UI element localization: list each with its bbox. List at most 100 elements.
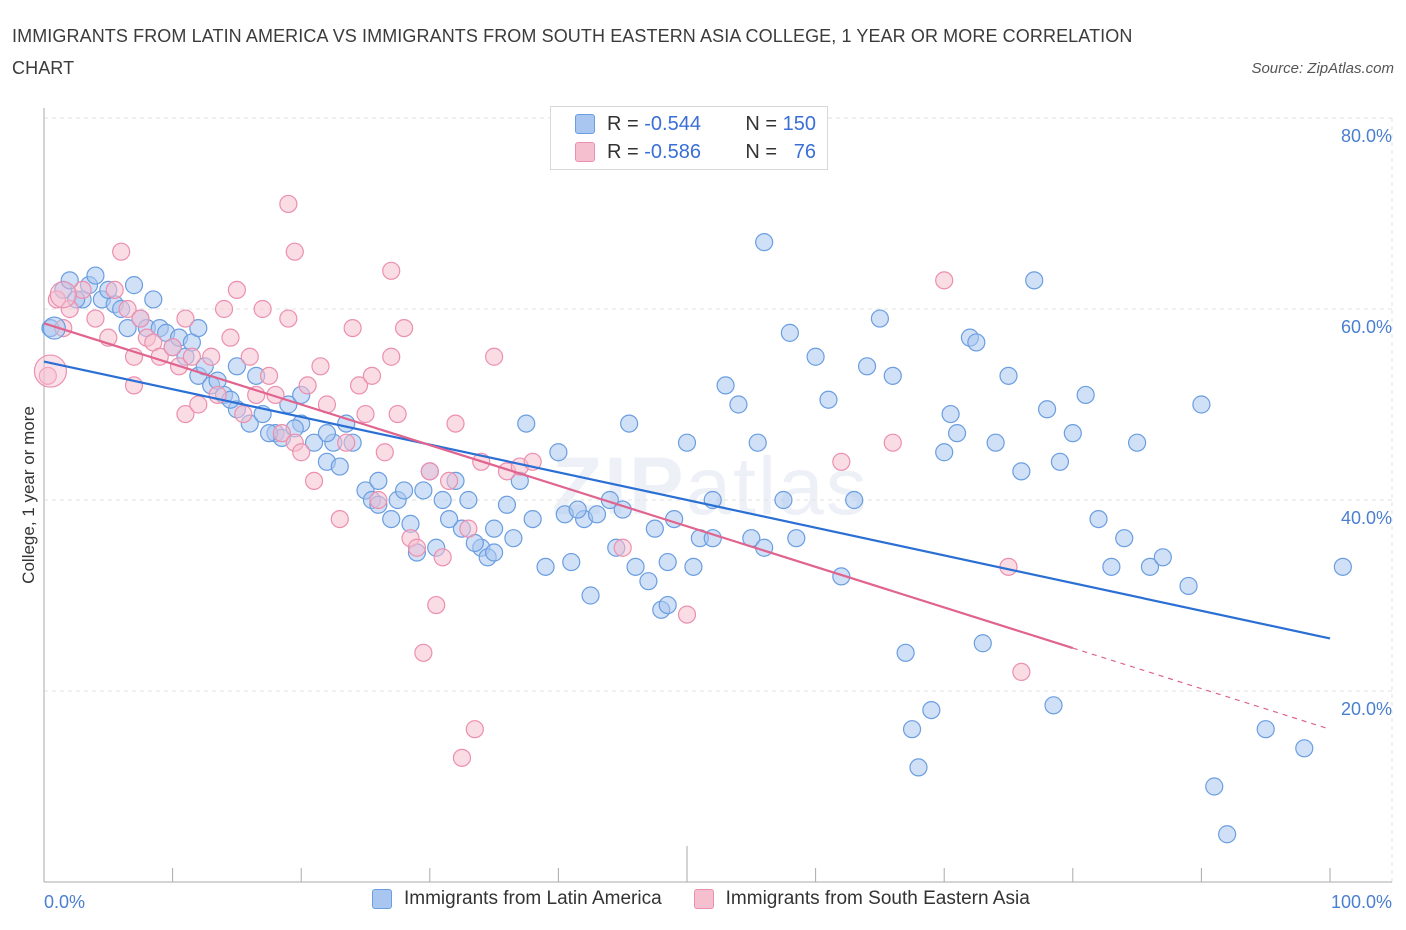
legend-row-latin-america: R = -0.544 N = 150 (575, 112, 816, 136)
trend-line-se-asia-extrapolated (1072, 647, 1331, 730)
data-point (1063, 424, 1082, 443)
x-tick-label-min: 0.0% (44, 892, 85, 912)
legend-box: R = -0.544 N = 150 R = -0.586 N = 76 (550, 106, 828, 170)
data-point (941, 404, 960, 424)
data-point (562, 552, 581, 572)
data-point (658, 595, 677, 615)
data-point (337, 433, 356, 452)
data-point (587, 505, 607, 524)
data-point (485, 519, 504, 538)
data-point (42, 316, 66, 340)
data-point (1044, 696, 1063, 715)
data-point (935, 271, 954, 290)
data-point (112, 242, 131, 261)
data-point (311, 357, 330, 376)
data-point (439, 471, 459, 490)
data-point (684, 557, 703, 576)
data-point (118, 299, 137, 319)
trend-line-latin-america (43, 360, 1331, 640)
data-point (896, 643, 915, 662)
data-point (234, 404, 253, 424)
series-name: Immigrants from Latin America (404, 888, 662, 909)
data-point (279, 309, 298, 328)
data-point (382, 347, 401, 366)
data-point (523, 509, 542, 529)
data-point (227, 357, 246, 376)
data-point (1140, 557, 1160, 576)
data-point (202, 347, 221, 366)
data-point (382, 261, 401, 280)
trend-line-se-asia (43, 322, 1074, 650)
data-point (748, 433, 767, 452)
data-point (832, 567, 851, 586)
data-point (73, 280, 92, 299)
data-point (780, 323, 799, 342)
data-point (330, 509, 349, 529)
data-point (620, 414, 639, 433)
data-point (1127, 433, 1147, 452)
data-point (279, 194, 298, 214)
data-point (375, 443, 394, 462)
data-point (845, 490, 864, 510)
data-point (163, 338, 182, 357)
data-point (131, 309, 150, 328)
data-point (330, 457, 349, 476)
data-point (1025, 271, 1044, 290)
data-point (369, 490, 388, 510)
data-point (973, 634, 992, 653)
data-point (369, 471, 388, 490)
y-tick-label: 40.0% (1341, 508, 1392, 528)
data-point (47, 290, 66, 309)
data-point (394, 481, 414, 500)
data-point (60, 299, 79, 319)
data-point (394, 319, 414, 338)
series-swatch-pink (693, 889, 714, 909)
data-point (292, 443, 311, 462)
data-point (909, 758, 928, 777)
series-legend-se-asia[interactable]: Immigrants from South Eastern Asia (693, 888, 1030, 910)
legend-n-value: 150 (782, 112, 816, 135)
data-point (407, 538, 427, 557)
data-point (485, 347, 504, 366)
data-point (729, 395, 748, 414)
data-point (1102, 557, 1121, 576)
data-point (787, 529, 806, 548)
data-point (118, 319, 137, 338)
legend-r-value: -0.586 (644, 140, 701, 163)
data-point (485, 543, 504, 562)
data-point (144, 290, 163, 309)
data-point (658, 552, 677, 572)
data-point (446, 414, 465, 433)
data-point (189, 395, 208, 414)
data-point (105, 280, 124, 299)
data-point (465, 720, 484, 739)
points (33, 194, 1352, 844)
data-point (613, 538, 632, 557)
data-point (870, 309, 890, 328)
data-point (86, 309, 105, 328)
data-point (414, 643, 433, 662)
data-point (536, 557, 555, 576)
data-point (214, 299, 234, 319)
data-point (298, 376, 317, 395)
data-point (253, 299, 272, 319)
data-point (716, 376, 735, 395)
data-point (259, 366, 279, 385)
data-point (504, 529, 523, 548)
y-tick-label: 80.0% (1341, 126, 1392, 146)
data-point (86, 266, 105, 285)
data-point (755, 233, 774, 252)
legend-n-value: 76 (793, 140, 816, 163)
data-point (677, 605, 697, 624)
series-legend-latin-america[interactable]: Immigrants from Latin America (372, 888, 662, 910)
series-name: Immigrants from South Eastern Asia (725, 888, 1030, 909)
data-point (639, 572, 658, 591)
data-point (304, 433, 324, 452)
data-point (999, 366, 1018, 385)
tick-labels: 20.0% 40.0% 60.0% 80.0% 0.0% 100.0% (44, 126, 1392, 912)
data-point (349, 376, 369, 395)
data-point (1218, 825, 1237, 844)
data-point (1205, 777, 1224, 796)
data-point (362, 366, 382, 385)
